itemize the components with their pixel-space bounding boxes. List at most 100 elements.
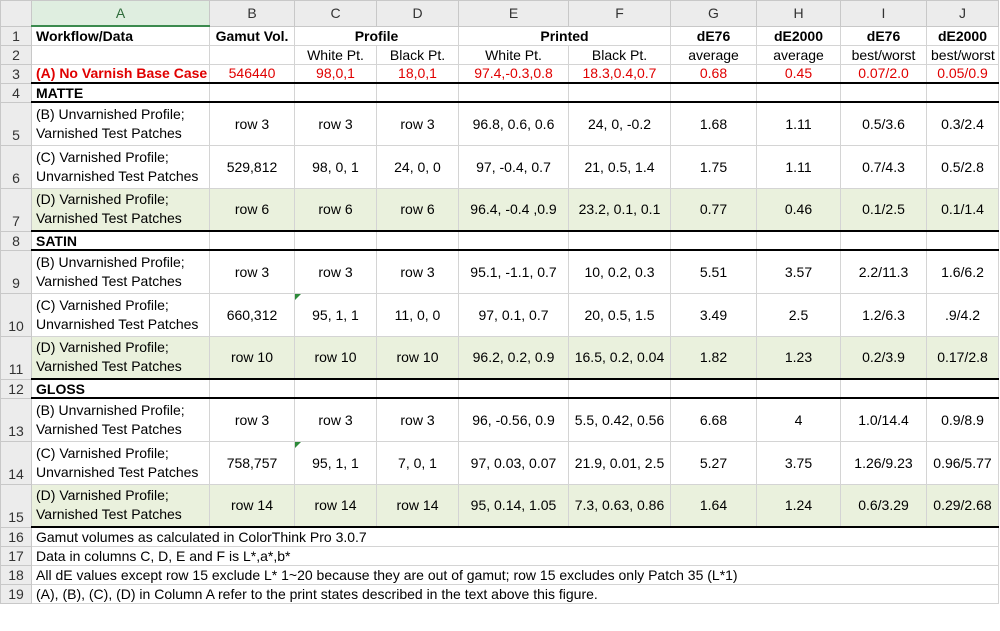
row-header[interactable]: 15 xyxy=(0,483,32,528)
cell[interactable]: 0.07/2.0 xyxy=(840,63,927,84)
cell[interactable]: row 14 xyxy=(294,483,377,528)
cell[interactable]: (C) Varnished Profile; Unvarnished Test P… xyxy=(31,292,210,337)
cell[interactable]: average xyxy=(756,44,841,65)
cell[interactable] xyxy=(840,378,927,399)
cell[interactable]: 95, 0.14, 1.05 xyxy=(458,483,569,528)
cell[interactable]: 18,0,1 xyxy=(376,63,459,84)
row-header[interactable]: 1 xyxy=(0,25,32,46)
cell[interactable]: row 10 xyxy=(294,335,377,380)
cell[interactable]: 97, -0.4, 0.7 xyxy=(458,144,569,189)
row-header[interactable]: 2 xyxy=(0,44,32,65)
cell[interactable]: 95.1, -1.1, 0.7 xyxy=(458,249,569,294)
cell[interactable]: 1.26/9.23 xyxy=(840,440,927,485)
cell[interactable]: 97, 0.1, 0.7 xyxy=(458,292,569,337)
cell[interactable] xyxy=(568,378,671,399)
cell[interactable]: 16.5, 0.2, 0.04 xyxy=(568,335,671,380)
cell[interactable] xyxy=(294,230,377,251)
cell[interactable]: 0.17/2.8 xyxy=(926,335,999,380)
cell[interactable]: (B) Unvarnished Profile; Varnished Test P… xyxy=(31,249,210,294)
select-all-corner[interactable] xyxy=(0,0,32,27)
cell[interactable]: 6.68 xyxy=(670,397,757,442)
cell[interactable]: (D) Varnished Profile; Varnished Test Pat… xyxy=(31,483,210,528)
cell[interactable]: row 3 xyxy=(376,101,459,146)
cell[interactable]: best/worst xyxy=(926,44,999,65)
cell[interactable] xyxy=(568,230,671,251)
cell[interactable]: row 3 xyxy=(294,101,377,146)
cell[interactable]: 546440 xyxy=(209,63,295,84)
cell[interactable]: average xyxy=(670,44,757,65)
cell[interactable]: row 14 xyxy=(376,483,459,528)
cell[interactable]: 7.3, 0.63, 0.86 xyxy=(568,483,671,528)
cell[interactable]: Black Pt. xyxy=(376,44,459,65)
cell[interactable]: 3.75 xyxy=(756,440,841,485)
cell[interactable]: 18.3,0.4,0.7 xyxy=(568,63,671,84)
cell[interactable]: 0.45 xyxy=(756,63,841,84)
cell[interactable]: 1.11 xyxy=(756,144,841,189)
cell[interactable]: 24, 0, 0 xyxy=(376,144,459,189)
cell[interactable]: 1.2/6.3 xyxy=(840,292,927,337)
cell[interactable]: (B) Unvarnished Profile; Varnished Test P… xyxy=(31,397,210,442)
cell[interactable]: 98, 0, 1 xyxy=(294,144,377,189)
row-header[interactable]: 14 xyxy=(0,440,32,485)
row-header[interactable]: 19 xyxy=(0,583,32,604)
column-header-f[interactable]: F xyxy=(568,0,671,27)
row-header[interactable]: 10 xyxy=(0,292,32,337)
row-header[interactable]: 17 xyxy=(0,545,32,566)
cell[interactable]: 24, 0, -0.2 xyxy=(568,101,671,146)
note-cell[interactable]: Data in columns C, D, E and F is L*,a*,b… xyxy=(31,545,999,566)
cell[interactable]: Printed xyxy=(458,25,671,46)
cell[interactable] xyxy=(670,230,757,251)
cell[interactable]: 1.24 xyxy=(756,483,841,528)
cell[interactable]: 1.0/14.4 xyxy=(840,397,927,442)
cell[interactable]: row 3 xyxy=(294,249,377,294)
cell[interactable]: 96, -0.56, 0.9 xyxy=(458,397,569,442)
cell[interactable]: 96.4, -0.4 ,0.9 xyxy=(458,187,569,232)
cell[interactable]: 0.77 xyxy=(670,187,757,232)
row-header[interactable]: 7 xyxy=(0,187,32,232)
column-header-b[interactable]: B xyxy=(209,0,295,27)
cell[interactable] xyxy=(670,378,757,399)
cell[interactable]: 7, 0, 1 xyxy=(376,440,459,485)
cell[interactable]: 1.75 xyxy=(670,144,757,189)
cell[interactable]: (A) No Varnish Base Case xyxy=(31,63,210,84)
column-header-c[interactable]: C xyxy=(294,0,377,27)
cell[interactable] xyxy=(209,82,295,103)
cell[interactable] xyxy=(926,378,999,399)
cell[interactable]: Gamut Vol. xyxy=(209,25,295,46)
row-header[interactable]: 9 xyxy=(0,249,32,294)
cell[interactable]: 1.82 xyxy=(670,335,757,380)
note-cell[interactable]: All dE values except row 15 exclude L* 1… xyxy=(31,564,999,585)
section-label-matte[interactable]: MATTE xyxy=(31,82,210,103)
column-header-j[interactable]: J xyxy=(926,0,999,27)
cell[interactable]: Profile xyxy=(294,25,459,46)
cell[interactable] xyxy=(670,82,757,103)
cell[interactable]: 660,312 xyxy=(209,292,295,337)
cell[interactable]: dE2000 xyxy=(926,25,999,46)
cell[interactable]: 0.68 xyxy=(670,63,757,84)
cell[interactable] xyxy=(756,82,841,103)
cell[interactable]: White Pt. xyxy=(458,44,569,65)
cell[interactable] xyxy=(840,230,927,251)
row-header[interactable]: 4 xyxy=(0,82,32,103)
row-header[interactable]: 13 xyxy=(0,397,32,442)
cell[interactable]: 4 xyxy=(756,397,841,442)
cell[interactable]: best/worst xyxy=(840,44,927,65)
cell[interactable]: (D) Varnished Profile; Varnished Test Pat… xyxy=(31,335,210,380)
row-header[interactable]: 5 xyxy=(0,101,32,146)
cell[interactable]: Workflow/Data xyxy=(31,25,210,46)
cell[interactable] xyxy=(756,378,841,399)
cell[interactable] xyxy=(926,82,999,103)
cell[interactable]: 0.5/2.8 xyxy=(926,144,999,189)
cell[interactable]: row 6 xyxy=(209,187,295,232)
cell[interactable] xyxy=(294,378,377,399)
cell[interactable]: White Pt. xyxy=(294,44,377,65)
cell[interactable]: row 3 xyxy=(376,249,459,294)
cell[interactable]: row 3 xyxy=(376,397,459,442)
cell[interactable]: 21, 0.5, 1.4 xyxy=(568,144,671,189)
row-header[interactable]: 6 xyxy=(0,144,32,189)
cell[interactable]: row 3 xyxy=(209,101,295,146)
cell[interactable]: row 10 xyxy=(209,335,295,380)
cell[interactable]: row 6 xyxy=(294,187,377,232)
cell[interactable]: 5.51 xyxy=(670,249,757,294)
cell[interactable]: 0.29/2.68 xyxy=(926,483,999,528)
